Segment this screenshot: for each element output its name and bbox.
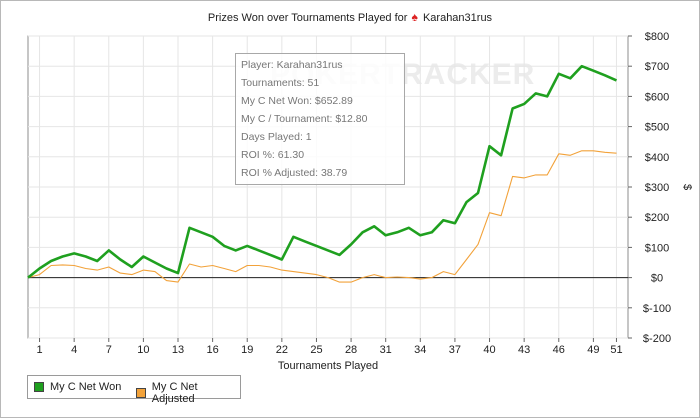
x-tick-label: 37 [449, 344, 461, 356]
legend: My C Net Won My C Net Adjusted [27, 375, 241, 405]
x-tick-label: 16 [206, 344, 218, 356]
y-tick-label: $300 [645, 182, 669, 194]
series-line-net-won [27, 64, 618, 279]
y-axis-label: $ [681, 184, 693, 190]
y-tick-label: $-200 [643, 333, 671, 345]
x-tick-label: 46 [553, 344, 565, 356]
y-tick-label: $500 [645, 122, 669, 134]
y-tick-label: $200 [645, 212, 669, 224]
player-name: Karahan31rus [422, 12, 493, 24]
chart-title: Prizes Won over Tournaments Played for ♠… [0, 10, 700, 24]
spade-icon: ♠ [411, 10, 418, 24]
x-axis-label: Tournaments Played [278, 360, 378, 372]
y-tick-label: $600 [645, 91, 669, 103]
y-tick-label: $0 [651, 273, 663, 285]
stats-tooltip: Player: Karahan31rus Tournaments: 51 My … [235, 53, 405, 185]
x-tick-label: 34 [414, 344, 426, 356]
series [27, 64, 618, 283]
y-axis-ticks: $800 $700 $600 $500 $400 $300 $200 $100 $0 $-100 $… [628, 31, 671, 345]
x-tick-label: 40 [483, 344, 495, 356]
y-tick-label: $700 [645, 61, 669, 73]
tooltip-tournaments: Tournaments: 51 [241, 77, 320, 89]
x-tick-label: 25 [310, 344, 322, 356]
x-tick-label: 28 [345, 344, 357, 356]
x-tick-label: 49 [587, 344, 599, 356]
legend-swatch-net-adjusted [136, 388, 146, 398]
x-tick-label: 43 [518, 344, 530, 356]
series-line-net-adjusted [27, 150, 617, 283]
x-tick-label: 1 [36, 344, 42, 356]
title-text: Prizes Won over Tournaments Played for [207, 12, 408, 24]
x-tick-label: 31 [380, 344, 392, 356]
x-tick-label: 22 [276, 344, 288, 356]
tooltip-player: Player: Karahan31rus [241, 59, 343, 71]
tooltip-roi-adjusted: ROI % Adjusted: 38.79 [241, 167, 348, 179]
legend-item-net-won[interactable]: My C Net Won [34, 381, 121, 393]
tooltip-net-won: My C Net Won: $652.89 [241, 95, 353, 107]
x-tick-label: 4 [71, 344, 77, 356]
legend-label-net-won: My C Net Won [50, 381, 122, 393]
y-tick-label: $400 [645, 152, 669, 164]
x-tick-label: 7 [106, 344, 112, 356]
tooltip-per-tournament: My C / Tournament: $12.80 [241, 113, 368, 125]
y-tick-label: $800 [645, 31, 669, 43]
tooltip-roi: ROI %: 61.30 [241, 149, 305, 161]
legend-swatch-net-won [34, 382, 44, 392]
legend-label-net-adjusted: My C Net Adjusted [151, 381, 198, 405]
x-tick-label: 19 [241, 344, 253, 356]
legend-item-net-adjusted[interactable]: My C Net Adjusted [136, 381, 240, 405]
x-axis-ticks: 1 4 7 10 13 16 19 22 25 28 31 34 37 40 43 46 49 51 [36, 338, 623, 356]
x-tick-label: 10 [137, 344, 149, 356]
x-tick-label: 51 [610, 344, 622, 356]
y-tick-label: $100 [645, 242, 669, 254]
x-tick-label: 13 [172, 344, 184, 356]
y-tick-label: $-100 [643, 303, 671, 315]
tooltip-days-played: Days Played: 1 [241, 131, 312, 143]
